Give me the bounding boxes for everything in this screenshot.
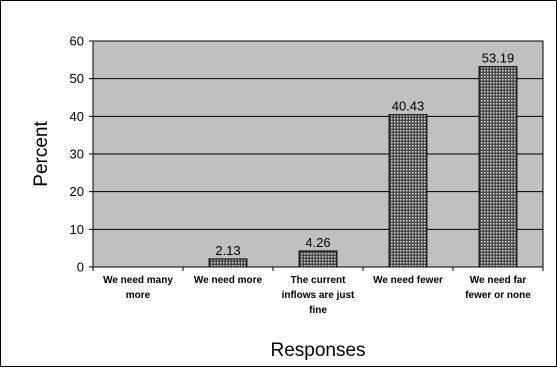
y-tick-label: 10 bbox=[70, 222, 84, 237]
bar bbox=[298, 250, 338, 268]
x-tick-label: The current inflows are just fine bbox=[282, 275, 355, 316]
y-tick-label: 0 bbox=[77, 260, 84, 275]
y-tick-label: 40 bbox=[70, 109, 84, 124]
x-tick-label: We need many more bbox=[103, 275, 173, 301]
y-tick-label: 20 bbox=[70, 184, 84, 199]
x-axis: We need many more We need more The current i… bbox=[92, 266, 544, 316]
x-tick-label: We need fewer bbox=[373, 275, 443, 286]
data-label: 53.19 bbox=[482, 51, 515, 66]
data-label: 2.13 bbox=[215, 243, 240, 258]
gridlines bbox=[93, 40, 543, 230]
bar bbox=[478, 66, 518, 268]
y-tick-label: 50 bbox=[70, 71, 84, 86]
data-label: 4.26 bbox=[305, 235, 330, 250]
bars: 2.13 4.26 40.43 53.19 bbox=[208, 51, 518, 268]
x-tick-label: We need far fewer or none bbox=[465, 275, 531, 301]
bar bbox=[388, 114, 428, 268]
y-axis: 0 10 20 30 40 50 60 bbox=[70, 34, 94, 275]
data-label: 40.43 bbox=[392, 99, 425, 114]
y-tick-label: 30 bbox=[70, 147, 84, 162]
y-tick-label: 60 bbox=[70, 34, 84, 49]
y-axis-title: Percent bbox=[31, 121, 52, 187]
bar bbox=[208, 258, 248, 268]
x-tick-label: We need more bbox=[194, 275, 263, 286]
x-axis-title: Responses bbox=[270, 340, 365, 361]
